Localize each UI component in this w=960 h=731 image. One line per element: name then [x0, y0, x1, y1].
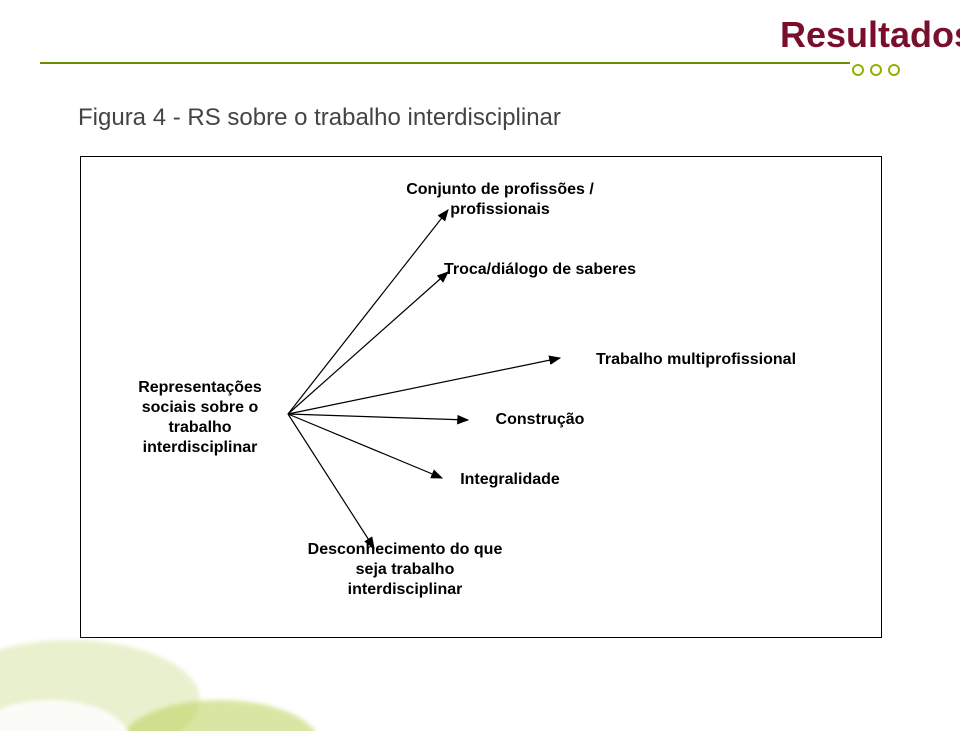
arrow-line	[288, 272, 448, 414]
arrows-layer	[0, 0, 960, 731]
arrow-line	[288, 414, 442, 478]
arrow-line	[288, 358, 560, 414]
arrow-line	[288, 414, 468, 420]
arrow-line	[288, 210, 448, 414]
arrow-line	[288, 414, 374, 548]
